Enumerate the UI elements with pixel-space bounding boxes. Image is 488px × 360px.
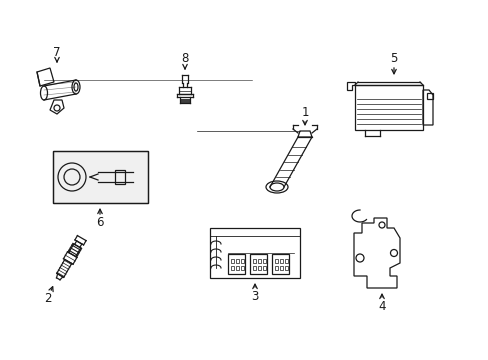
Text: 6: 6 — [96, 216, 103, 230]
Text: 4: 4 — [378, 300, 385, 312]
Text: 1: 1 — [301, 107, 308, 120]
Bar — [230, 266, 234, 270]
Bar — [285, 266, 287, 270]
Bar — [252, 259, 256, 263]
Text: 3: 3 — [251, 289, 258, 302]
Bar — [258, 259, 261, 263]
Bar — [249, 254, 266, 274]
Bar — [115, 170, 125, 184]
Bar — [280, 259, 283, 263]
Bar — [230, 259, 234, 263]
Bar — [236, 266, 239, 270]
Bar — [258, 266, 261, 270]
Text: 2: 2 — [44, 292, 52, 305]
Bar — [263, 259, 265, 263]
Bar — [354, 85, 422, 130]
Bar — [252, 266, 256, 270]
Bar — [274, 266, 278, 270]
Bar — [227, 254, 244, 274]
Text: 7: 7 — [53, 45, 61, 58]
Bar — [236, 259, 239, 263]
Bar — [285, 259, 287, 263]
Bar — [209, 228, 299, 278]
Bar — [241, 259, 244, 263]
Bar — [53, 151, 148, 203]
Bar — [271, 254, 288, 274]
Bar — [274, 259, 278, 263]
Bar — [241, 266, 244, 270]
Bar — [263, 266, 265, 270]
Text: 5: 5 — [389, 53, 397, 66]
Bar — [53, 151, 148, 203]
Bar — [280, 266, 283, 270]
Text: 8: 8 — [181, 53, 188, 66]
